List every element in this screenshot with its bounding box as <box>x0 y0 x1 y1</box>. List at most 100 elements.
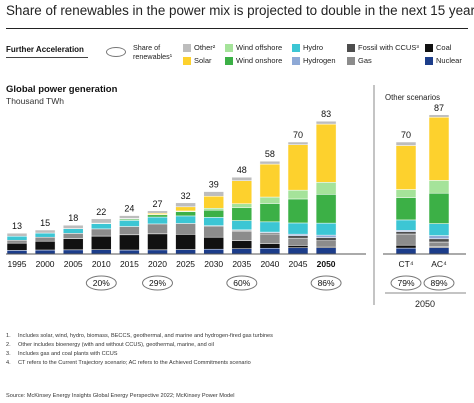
legend-label-wind-offshore: Wind offshore <box>236 43 283 52</box>
bar-segment-2050-wind-onshore <box>315 194 337 224</box>
bar-segment-2005-coal <box>62 238 84 251</box>
bar-segment-2020-gas <box>147 223 168 235</box>
bar-segment-ct-hydro <box>395 219 417 231</box>
bar-segment-2020-hydro <box>147 216 168 225</box>
total-label-2030: 39 <box>209 180 219 190</box>
bar-segment-2025-hydro <box>175 215 196 224</box>
total-label-2050: 83 <box>321 109 331 119</box>
x-tick-label-2020: 2020 <box>148 259 167 269</box>
bar-segment-2035-other <box>231 176 253 181</box>
x-tick-label-ct: CT⁴ <box>399 259 414 269</box>
total-label-2040: 58 <box>265 149 275 159</box>
x-tick-label-2025: 2025 <box>176 259 195 269</box>
footnote-2-num: 2. <box>6 342 11 348</box>
bar-segment-ct-solar <box>395 145 417 190</box>
total-label-ct: 70 <box>401 130 411 140</box>
bar-segment-2040-coal <box>259 243 281 249</box>
legend-label-solar: Solar <box>194 56 212 65</box>
bar-segment-2045-wind-onshore <box>287 198 309 224</box>
renewable-share-legend-label: Share of renewables¹ <box>133 43 172 61</box>
bar-segment-2050-gas <box>315 240 337 247</box>
legend-swatch-hydro <box>292 43 300 52</box>
labels-layer: 13 1995 15 2000 18 2005 22 2010 20% 24 2015 27 2020 2… <box>8 103 455 291</box>
bar-segment-2040-other <box>259 160 281 165</box>
bar-segment-2000-nuclear <box>34 249 56 255</box>
renewable-share-oval-ct <box>390 275 422 291</box>
legend-item-solar: Solar <box>183 56 212 65</box>
bar-segment-2040-gas <box>259 234 281 244</box>
total-label-2000: 15 <box>40 218 50 228</box>
x-tick-label-1995: 1995 <box>8 259 27 269</box>
renewable-share-label-ac: 89% <box>430 278 447 288</box>
title-divider <box>6 28 468 29</box>
bar-segment-2045-nuclear <box>287 247 309 255</box>
bar-segment-2005-nuclear <box>62 249 84 255</box>
footnote-3: 3. Includes gas and coal plants with CCUS <box>6 351 118 357</box>
bar-segment-2035-nuclear <box>231 248 253 255</box>
bar-segment-ct-wind-onshore <box>395 197 417 221</box>
bar-segment-2015-other <box>119 215 140 219</box>
bar-segment-2025-solar <box>175 206 196 212</box>
renewable-share-label-2050: 86% <box>318 278 335 288</box>
x-tick-label-2035: 2035 <box>232 259 251 269</box>
right-panel-footer: 2050 <box>415 299 435 309</box>
source-note: Source: McKinsey Energy Insights Global … <box>6 393 235 399</box>
renewable-share-label-2020: 29% <box>149 278 166 288</box>
bar-segment-2015-coal <box>119 234 140 251</box>
renewable-share-oval-2010 <box>85 275 117 291</box>
footnote-1-num: 1. <box>6 333 11 339</box>
bar-segment-2030-wind-offshore <box>203 207 224 211</box>
x-tick-label-2050: 2050 <box>317 259 336 269</box>
x-tick-label-2010: 2010 <box>92 259 111 269</box>
bar-segment-2050-hydrogen <box>315 234 337 238</box>
bar-segment-2030-nuclear <box>203 248 224 255</box>
bars-layer <box>6 114 450 255</box>
footnote-4: 4. CT refers to the Current Trajectory sc… <box>6 360 251 366</box>
legend-swatch-hydrogen <box>292 56 300 65</box>
bar-segment-2015-hydro <box>119 220 140 227</box>
renewable-share-oval-ac <box>423 275 455 291</box>
legend-swatch-gas <box>347 56 355 65</box>
footnote-2-text: Other includes bioenergy (with and witho… <box>18 342 214 348</box>
bar-segment-ac-fossil-ccus <box>428 238 450 243</box>
bar-segment-2025-wind-onshore <box>175 211 196 217</box>
bar-segment-2010-other <box>91 218 112 224</box>
x-tick-label-2040: 2040 <box>260 259 279 269</box>
legend-swatch-other <box>183 43 191 52</box>
footnote-1-text: Includes solar, wind, hydro, biomass, BE… <box>18 333 273 339</box>
bar-segment-2050-solar <box>315 123 337 183</box>
renewable-share-label-2035: 60% <box>233 278 250 288</box>
footnote-3-num: 3. <box>6 351 11 357</box>
legend-label-hydro: Hydro <box>303 43 324 52</box>
x-tick-label-2015: 2015 <box>120 259 139 269</box>
renewable-share-oval-icon <box>106 47 126 57</box>
left-panel-unit: Thousand TWh <box>6 96 64 106</box>
bar-segment-2045-hydro <box>287 222 309 235</box>
renewable-share-oval-2035 <box>226 275 258 291</box>
legend-swatch-nuclear <box>425 56 433 65</box>
left-panel-title: Global power generation <box>6 84 118 95</box>
bar-segment-2045-coal <box>287 245 309 249</box>
bar-segment-ct-nuclear <box>395 247 417 255</box>
bar-segment-2000-coal <box>34 240 56 251</box>
bar-segment-2050-nuclear <box>315 247 337 255</box>
bar-segment-2020-nuclear <box>147 249 168 255</box>
footnote-3-text: Includes gas and coal plants with CCUS <box>18 351 118 357</box>
chart-title: Share of renewables in the power mix is … <box>6 3 474 18</box>
bar-segment-ct-wind-offshore <box>395 189 417 198</box>
bar-segment-2010-hydro <box>91 223 112 230</box>
total-label-2015: 24 <box>124 204 134 214</box>
bar-segment-2030-other <box>203 191 224 197</box>
bar-segment-2040-nuclear <box>259 247 281 255</box>
bar-segment-1995-gas <box>6 239 28 244</box>
bar-segment-2030-coal <box>203 236 224 250</box>
legend-item-coal: Coal <box>425 43 451 52</box>
x-tick-label-2005: 2005 <box>64 259 83 269</box>
bar-segment-2035-solar <box>231 180 253 205</box>
renewable-share-oval-2020 <box>142 275 173 291</box>
bar-segment-ac-wind-onshore <box>428 192 450 224</box>
legend-swatch-wind-onshore <box>225 56 233 65</box>
bar-segment-1995-other <box>6 232 28 237</box>
legend-item-gas: Gas <box>347 56 372 65</box>
bar-segment-ac-hydro <box>428 223 450 236</box>
